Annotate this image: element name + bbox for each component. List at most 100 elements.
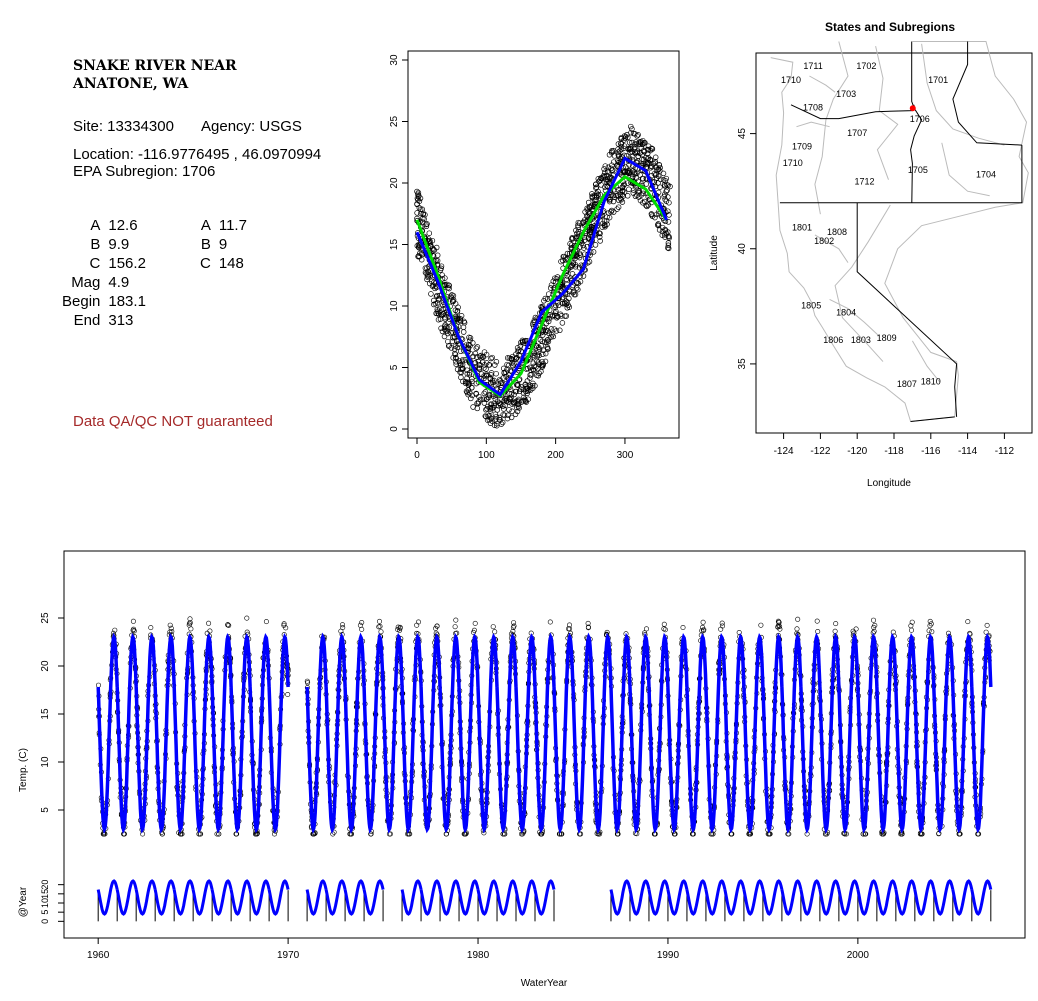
data-point bbox=[596, 178, 602, 185]
data-point bbox=[527, 372, 533, 378]
data-point bbox=[580, 220, 586, 226]
param-label: A bbox=[90, 217, 101, 234]
data-point bbox=[564, 305, 571, 311]
param-value: 12.6 bbox=[108, 217, 138, 234]
data-point bbox=[649, 163, 655, 170]
year-fit-line bbox=[324, 879, 347, 916]
data-point bbox=[441, 333, 448, 340]
data-point bbox=[169, 629, 175, 635]
year-fit-line bbox=[134, 879, 157, 916]
data-point bbox=[640, 160, 647, 167]
fit-line bbox=[894, 632, 917, 834]
fit-line bbox=[666, 632, 689, 834]
data-point bbox=[482, 413, 489, 419]
data-point bbox=[458, 374, 464, 381]
year-fit-line bbox=[533, 879, 556, 916]
seasonal-scatter-chart: 0 100 200 300 0 5 10 15 20 25 30 bbox=[389, 50, 680, 461]
fit-line bbox=[799, 632, 822, 834]
fit-line bbox=[153, 632, 176, 834]
data-point bbox=[466, 372, 473, 378]
data-point bbox=[206, 620, 212, 626]
data-point bbox=[488, 355, 494, 362]
data-point bbox=[700, 628, 706, 634]
data-point bbox=[645, 202, 652, 208]
data-point bbox=[641, 147, 647, 154]
data-point bbox=[397, 627, 403, 633]
data-point bbox=[605, 164, 612, 171]
data-point bbox=[588, 202, 595, 209]
y-tick-label: 10 bbox=[40, 756, 51, 768]
fit-line bbox=[514, 632, 537, 834]
data-point bbox=[814, 618, 820, 624]
data-point bbox=[444, 325, 451, 331]
data-point bbox=[567, 626, 573, 632]
x-tick-label: -122 bbox=[810, 446, 830, 457]
data-point bbox=[566, 622, 572, 628]
data-point bbox=[448, 330, 454, 336]
data-point bbox=[424, 221, 430, 227]
fit-line bbox=[96, 632, 119, 834]
data-point bbox=[650, 161, 657, 167]
year-fit-line bbox=[400, 879, 423, 916]
subregion-boundary bbox=[809, 75, 836, 93]
y-tick-label: 5 bbox=[40, 807, 51, 813]
data-point bbox=[339, 622, 345, 628]
data-point bbox=[573, 285, 580, 291]
fit-line bbox=[210, 632, 233, 834]
region-label: 1710 bbox=[781, 75, 801, 85]
data-point bbox=[626, 139, 633, 146]
data-point bbox=[518, 348, 524, 355]
data-point bbox=[661, 621, 667, 627]
year-fit-line bbox=[856, 879, 879, 916]
data-point bbox=[176, 830, 182, 836]
data-point bbox=[480, 354, 487, 360]
data-point bbox=[637, 197, 644, 204]
data-point bbox=[776, 619, 782, 625]
data-point bbox=[549, 332, 555, 338]
y-tick-label: 30 bbox=[389, 54, 400, 66]
param-label: Mag bbox=[71, 274, 101, 291]
data-point bbox=[454, 316, 461, 323]
data-point bbox=[572, 255, 578, 262]
data-point bbox=[545, 346, 551, 352]
data-point bbox=[640, 157, 647, 163]
data-point bbox=[633, 175, 640, 181]
data-point bbox=[564, 273, 570, 279]
data-point bbox=[506, 407, 512, 413]
data-point bbox=[461, 318, 467, 325]
data-point bbox=[606, 214, 613, 221]
year-fit-line bbox=[172, 879, 195, 916]
data-point bbox=[558, 258, 564, 265]
data-point bbox=[426, 230, 433, 236]
station-name-line1: SNAKE RIVER NEAR bbox=[73, 58, 237, 74]
data-point bbox=[406, 831, 412, 837]
data-point bbox=[446, 282, 452, 289]
region-label: 1701 bbox=[928, 75, 948, 85]
data-point bbox=[435, 296, 442, 302]
data-point bbox=[452, 307, 459, 314]
data-point bbox=[660, 170, 667, 177]
data-point bbox=[476, 364, 482, 371]
data-point bbox=[376, 624, 382, 630]
data-point bbox=[435, 310, 442, 317]
subregion-boundary bbox=[875, 45, 899, 180]
data-point bbox=[458, 348, 464, 355]
data-point bbox=[187, 620, 193, 626]
data-point bbox=[417, 195, 424, 202]
data-point bbox=[665, 242, 672, 249]
data-point bbox=[543, 320, 549, 327]
data-point bbox=[746, 831, 752, 837]
disclaimer: Data QA/QC NOT guaranteed bbox=[73, 413, 273, 430]
data-point bbox=[965, 619, 971, 625]
data-point bbox=[522, 382, 529, 388]
data-point bbox=[640, 140, 647, 147]
data-point bbox=[576, 264, 583, 271]
data-point bbox=[513, 388, 519, 395]
fit-line bbox=[818, 632, 841, 834]
data-point bbox=[452, 624, 458, 630]
data-point bbox=[520, 398, 526, 404]
data-point bbox=[718, 626, 724, 632]
fit-line bbox=[324, 632, 347, 834]
data-point bbox=[112, 627, 118, 633]
y-tick-label: 25 bbox=[40, 612, 51, 624]
